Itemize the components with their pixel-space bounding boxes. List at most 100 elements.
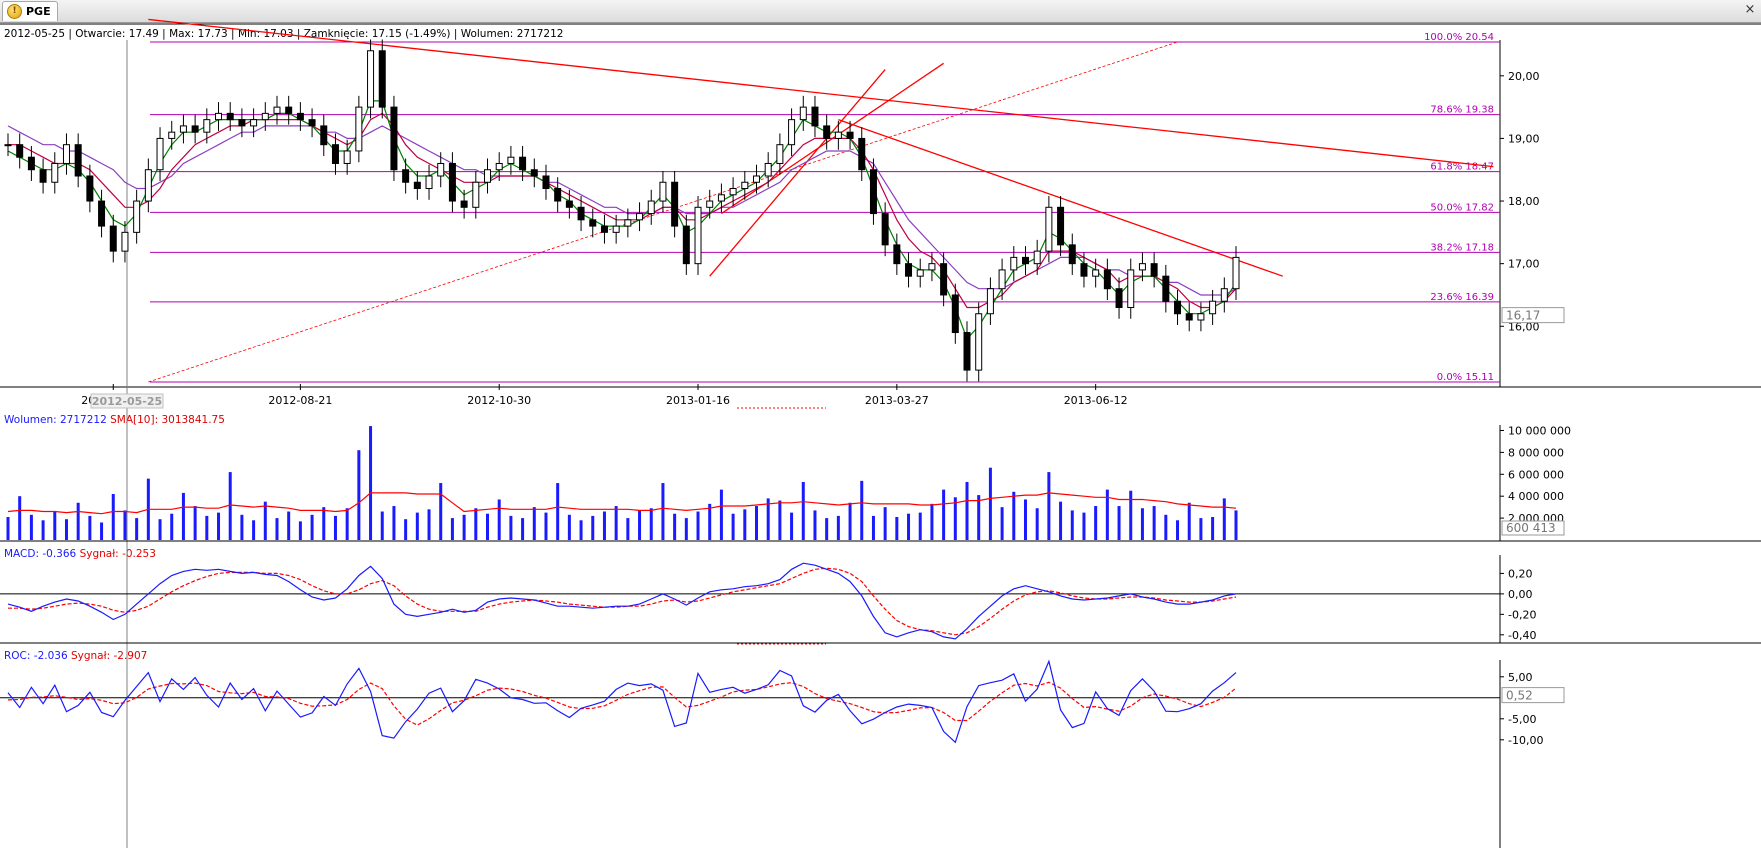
candle-body — [998, 269, 1006, 290]
macd-y-tick-label: 0,00 — [1508, 588, 1533, 601]
volume-bar — [801, 481, 805, 540]
candle-body — [916, 269, 924, 277]
candle-body — [179, 125, 187, 133]
volume-bar — [181, 492, 185, 540]
fibonacci-label: 100.0% 20.54 — [1424, 32, 1494, 43]
volume-y-tick-label: 10 000 000 — [1508, 424, 1571, 437]
volume-bar — [521, 518, 525, 540]
trendline-long-down — [148, 18, 1494, 168]
candle-body — [846, 131, 854, 139]
candle-body — [448, 162, 456, 202]
volume-bar — [766, 498, 770, 540]
volume-bar — [1152, 506, 1156, 540]
candle-body — [250, 119, 258, 127]
volume-bar — [380, 511, 384, 540]
info-high-value: 17.73 — [197, 28, 228, 40]
candle-body — [1080, 263, 1088, 277]
candle-body — [729, 188, 737, 196]
volume-value: 2717212 — [60, 414, 107, 426]
volume-bar — [907, 513, 911, 540]
candle-body — [308, 119, 316, 127]
volume-bar — [29, 514, 33, 540]
volume-panel-label: Wolumen: 2717212 SMA[10]: 3013841.75 — [4, 414, 225, 426]
candle-body — [191, 125, 199, 133]
volume-bar — [415, 512, 419, 540]
candle-body — [565, 200, 573, 208]
candle-body — [682, 225, 690, 265]
candle-body — [600, 225, 608, 233]
candle-body — [343, 150, 351, 164]
close-button[interactable]: × — [1744, 2, 1756, 17]
macd-value: -0.366 — [42, 548, 77, 560]
volume-bar — [170, 513, 174, 540]
volume-bar — [1129, 490, 1133, 540]
candle-body — [437, 162, 445, 177]
price-y-tick-label: 20,00 — [1508, 70, 1540, 83]
x-axis-label: 2012-08-21 — [268, 394, 332, 407]
volume-bar — [1059, 501, 1063, 540]
volume-bar — [942, 489, 946, 540]
volume-bar — [1140, 508, 1144, 540]
volume-bar — [298, 521, 302, 540]
info-close-label: Zamknięcie: — [303, 28, 369, 40]
candle-body — [717, 194, 725, 202]
fibonacci-label: 61.8% 18.47 — [1430, 162, 1494, 173]
volume-bar — [988, 467, 992, 540]
candle-body — [203, 119, 211, 133]
volume-sma-label: SMA[10]: — [110, 414, 159, 426]
candle-body — [39, 169, 47, 183]
fibonacci-label: 38.2% 17.18 — [1430, 242, 1494, 253]
current-price-box — [1501, 307, 1565, 324]
candle-body — [1021, 256, 1029, 265]
candle-body — [226, 112, 234, 121]
fibonacci-label: 50.0% 17.82 — [1430, 202, 1494, 213]
tab-pge[interactable]: ! PGE — [2, 1, 58, 21]
volume-bar — [252, 520, 256, 540]
volume-bar — [193, 506, 197, 540]
macd-signal-label: Sygnał: — [79, 548, 119, 560]
candle-body — [671, 181, 679, 227]
volume-bar — [532, 507, 536, 540]
volume-bar — [1047, 472, 1051, 540]
candle-body — [811, 106, 819, 127]
price-y-tick-label: 19,00 — [1508, 132, 1540, 145]
volume-bar — [953, 497, 957, 540]
candle-body — [706, 200, 714, 208]
candle-body — [951, 294, 959, 334]
candle-body — [331, 144, 339, 164]
candle-body — [647, 200, 655, 215]
macd-y-tick-label: 0,20 — [1508, 567, 1533, 580]
price-y-tick-label: 16,00 — [1508, 320, 1540, 333]
volume-bar — [1000, 507, 1004, 540]
info-open-label: Otwarcie: — [75, 28, 126, 40]
candle-body — [1162, 275, 1170, 302]
candle-body — [612, 225, 620, 233]
volume-bar — [673, 513, 677, 540]
candle-body — [1138, 263, 1146, 271]
macd-line — [7, 562, 1237, 640]
candle-body — [320, 125, 328, 146]
volume-bar — [790, 512, 794, 540]
volume-bar — [708, 503, 712, 540]
roc-signal-line — [7, 681, 1237, 726]
candle-body — [741, 181, 749, 190]
volume-bar — [404, 519, 408, 540]
candle-body — [121, 231, 129, 252]
volume-bar — [1012, 491, 1016, 540]
volume-bar — [638, 510, 642, 540]
candle-body — [1209, 300, 1217, 315]
candle-body — [542, 175, 550, 190]
candle-body — [752, 175, 760, 183]
info-volume-value: 2717212 — [516, 28, 564, 40]
volume-bar — [450, 518, 454, 540]
volume-bar — [123, 510, 127, 540]
volume-bar — [392, 506, 396, 540]
macd-signal-line — [8, 567, 1237, 636]
candle-body — [144, 169, 152, 202]
volume-bar — [895, 517, 899, 540]
volume-bar — [1070, 510, 1074, 540]
candle-body — [495, 162, 503, 171]
volume-bar — [1164, 514, 1168, 540]
candle-body — [1068, 244, 1076, 265]
